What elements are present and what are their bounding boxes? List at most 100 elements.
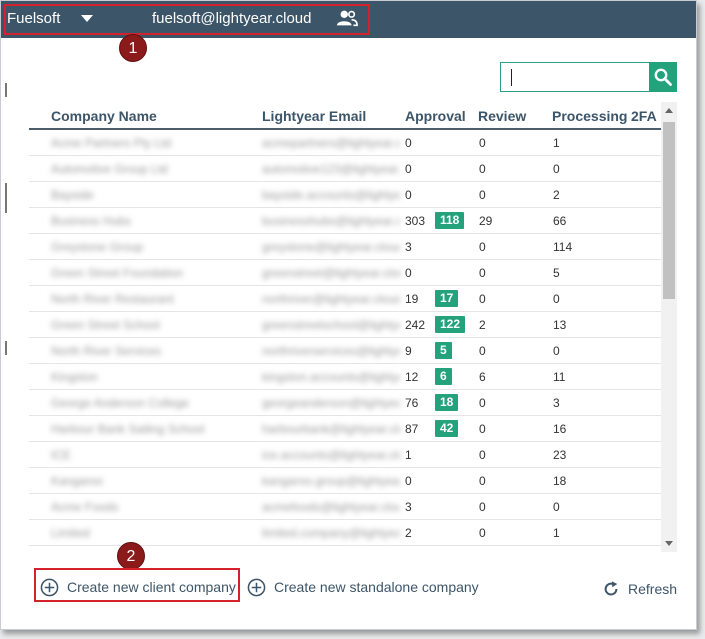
text-cursor	[511, 69, 512, 86]
email-cell: greenstreet@lightyear.cloud	[262, 266, 400, 280]
table-row[interactable]: North River Restaurant northriver@lightye…	[29, 286, 661, 312]
review-count-cell: 0	[479, 474, 486, 488]
refresh-label: Refresh	[628, 581, 678, 597]
processing-count-cell: 18	[553, 474, 567, 488]
processing-count-cell: 3	[553, 396, 560, 410]
email-cell: ice.accounts@lightyear.cloud	[262, 448, 400, 462]
approval-count-cell: 3	[405, 240, 412, 254]
callout-2: 2	[117, 542, 145, 570]
pending-approval-badge[interactable]: 118	[435, 212, 465, 229]
approval-count-cell: 19	[405, 292, 419, 306]
processing-count-cell: 5	[553, 266, 560, 280]
pending-approval-badge[interactable]: 6	[435, 368, 452, 385]
review-count-cell: 0	[479, 526, 486, 540]
review-count-cell: 0	[479, 500, 486, 514]
processing-count-cell: 13	[553, 318, 567, 332]
processing-count-cell: 66	[553, 214, 567, 228]
table-row[interactable]: Business Hubs businesshubs@lightyear.clou…	[29, 208, 661, 234]
create-client-company-button[interactable]: Create new client company	[40, 576, 236, 598]
email-cell: northriver@lightyear.cloud	[262, 292, 400, 306]
processing-count-cell: 114	[553, 240, 573, 254]
search-button[interactable]	[649, 62, 677, 92]
email-cell: kingston.accounts@lightyear.cloud	[262, 370, 400, 384]
review-count-cell: 0	[479, 448, 486, 462]
email-cell: bayside.accounts@lightyear.cloud	[262, 188, 400, 202]
email-cell: acmepartners@lightyear.cloud	[262, 136, 400, 150]
approval-count-cell: 87	[405, 422, 419, 436]
email-cell: acmefoods@lightyear.cloud	[262, 500, 400, 514]
company-name-cell: North River Services	[51, 344, 162, 358]
refresh-button[interactable]: Refresh	[602, 578, 677, 600]
create-standalone-company-label: Create new standalone company	[274, 579, 479, 595]
column-header-company[interactable]: Company Name	[51, 108, 157, 124]
company-name-cell: Green Street School	[51, 318, 160, 332]
left-edge-mark	[5, 183, 7, 213]
table-scrollbar[interactable]	[661, 102, 677, 552]
company-name-cell: Harbour Bank Sailing School	[51, 422, 205, 436]
email-cell: automotive123@lightyear.cloud	[262, 162, 400, 176]
review-count-cell: 6	[479, 370, 486, 384]
approval-count-cell: 303	[405, 214, 426, 228]
approval-count-cell: 3	[405, 500, 412, 514]
company-name-cell: Greystone Group	[51, 240, 144, 254]
email-cell: harbourbank@lightyear.cloud	[262, 422, 400, 436]
scroll-up-arrow-icon[interactable]	[665, 108, 673, 113]
processing-count-cell: 0	[553, 292, 560, 306]
approval-count-cell: 0	[405, 266, 412, 280]
pending-approval-badge[interactable]: 17	[435, 290, 459, 307]
table-row[interactable]: Acme Partners Pty Ltd acmepartners@lighty…	[29, 130, 661, 156]
company-name-cell: Green Street Foundation	[51, 266, 184, 280]
column-header-processing[interactable]: Processing	[552, 108, 628, 124]
pending-approval-badge[interactable]: 42	[435, 420, 459, 437]
table-body: Acme Partners Pty Ltd acmepartners@lighty…	[29, 130, 661, 550]
column-header-approval[interactable]: Approval	[405, 108, 466, 124]
pending-approval-badge[interactable]: 122	[435, 316, 466, 333]
table-row[interactable]: Acme Foods acmefoods@lightyear.cloud 3 0 0	[29, 494, 661, 520]
table-row[interactable]: Greystone Group greystone@lightyear.cloud…	[29, 234, 661, 260]
company-name-cell: Limited	[51, 526, 90, 540]
table-row[interactable]: Green Street School greenstreetschool@lig…	[29, 312, 661, 338]
processing-count-cell: 0	[553, 162, 560, 176]
table-row[interactable]: Green Street Foundation greenstreet@light…	[29, 260, 661, 286]
highlight-box-create-client	[34, 568, 240, 602]
plus-circle-icon	[247, 578, 266, 596]
scrollbar-thumb[interactable]	[663, 122, 675, 299]
review-count-cell: 0	[479, 240, 486, 254]
table-row[interactable]: ICE ice.accounts@lightyear.cloud 1 0 23	[29, 442, 661, 468]
create-standalone-company-button[interactable]: Create new standalone company	[247, 576, 479, 598]
users-icon[interactable]	[336, 9, 358, 27]
column-header-2fa[interactable]: 2FA	[631, 108, 657, 124]
table-row[interactable]: Limited limited.company@lightyear.cloud 2 0…	[29, 520, 661, 546]
table-row[interactable]: Kangaroo kangaroo.group@lightyear.cloud 0 0…	[29, 468, 661, 494]
table-row[interactable]: North River Services northriverservices@l…	[29, 338, 661, 364]
company-name-cell: Kingston	[51, 370, 98, 384]
pending-approval-badge[interactable]: 5	[435, 342, 452, 359]
review-count-cell: 2	[479, 318, 486, 332]
email-cell: limited.company@lightyear.cloud	[262, 526, 400, 540]
chevron-down-icon[interactable]	[81, 15, 93, 22]
email-cell: georgeanderson@lightyear.cloud	[262, 396, 400, 410]
review-count-cell: 29	[479, 214, 493, 228]
table-row[interactable]: Automotive Group Ltd automotive123@lighty…	[29, 156, 661, 182]
table-row[interactable]: George Anderson College georgeanderson@li…	[29, 390, 661, 416]
pending-approval-badge[interactable]: 18	[435, 394, 459, 411]
approval-count-cell: 2	[405, 526, 412, 540]
company-list-window: Fuelsoft fuelsoft@lightyear.cloud 1 Comp…	[0, 0, 697, 630]
column-header-review[interactable]: Review	[478, 108, 527, 124]
company-name-cell: ICE	[51, 448, 72, 462]
review-count-cell: 0	[479, 136, 486, 150]
review-count-cell: 0	[479, 266, 486, 280]
processing-count-cell: 0	[553, 344, 560, 358]
table-row[interactable]: Kingston kingston.accounts@lightyear.clou…	[29, 364, 661, 390]
top-bar: Fuelsoft fuelsoft@lightyear.cloud	[1, 1, 696, 38]
table-row[interactable]: Bayside bayside.accounts@lightyear.cloud 0…	[29, 182, 661, 208]
search-input[interactable]	[500, 62, 650, 92]
scroll-down-arrow-icon[interactable]	[665, 541, 673, 546]
company-name-cell: Acme Foods	[51, 500, 119, 514]
column-header-email[interactable]: Lightyear Email	[262, 108, 367, 124]
table-row[interactable]: Harbour Bank Sailing School harbourbank@l…	[29, 416, 661, 442]
approval-count-cell: 1	[405, 448, 412, 462]
company-name-cell: North River Restaurant	[51, 292, 174, 306]
highlight-box-header	[4, 4, 370, 35]
app-switcher-label[interactable]: Fuelsoft	[7, 10, 61, 27]
